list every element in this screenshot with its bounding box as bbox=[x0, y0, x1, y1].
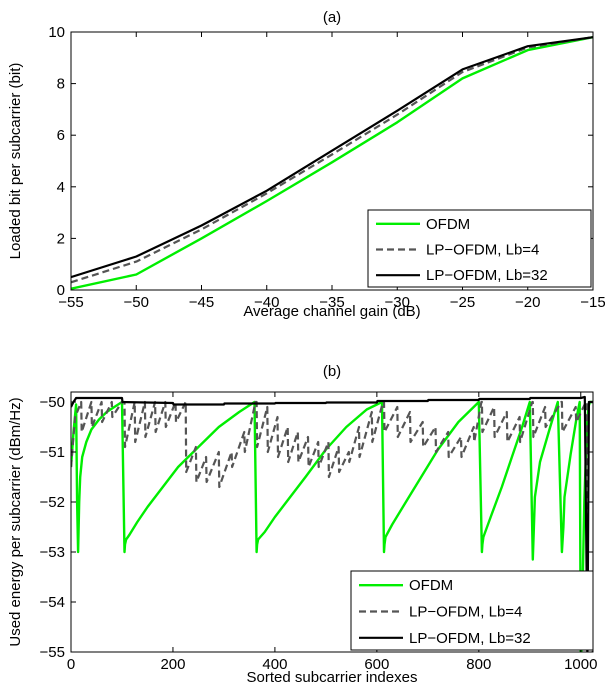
legend-label-1: OFDM bbox=[426, 216, 470, 233]
panel-a: (a) −55 −50 −45 −40 −35 −30 −25 −20 −15 0 2 4 6 8 10 Ave… bbox=[7, 9, 605, 320]
legend-label-3: LP−OFDM, Lb=32 bbox=[426, 267, 548, 284]
y-tick-label: 6 bbox=[57, 127, 65, 144]
x-tick-label: −15 bbox=[580, 294, 605, 311]
y-axis-label: Loaded bit per subcarrier (bit) bbox=[7, 63, 24, 260]
plot-frame bbox=[70, 391, 594, 653]
series-line-3 bbox=[71, 395, 593, 652]
y-tick-label: −52 bbox=[40, 494, 65, 511]
series-line-1 bbox=[71, 36, 593, 290]
y-tick-label: 10 bbox=[48, 24, 65, 41]
x-tick-label: −40 bbox=[254, 294, 279, 311]
y-tick-label: 0 bbox=[57, 282, 65, 299]
legend: OFDM LP−OFDM, Lb=4 LP−OFDM, Lb=32 bbox=[350, 570, 594, 651]
legend-label-1: OFDM bbox=[409, 577, 453, 594]
x-tick-label: −30 bbox=[385, 294, 410, 311]
y-tick-label: 4 bbox=[57, 179, 65, 196]
legend-label-3: LP−OFDM, Lb=32 bbox=[409, 630, 531, 647]
x-tick-label: −20 bbox=[515, 294, 540, 311]
panel-title: (b) bbox=[323, 363, 341, 380]
x-tick-label: −25 bbox=[450, 294, 475, 311]
y-tick-label: 8 bbox=[57, 76, 65, 93]
x-tick-label: 600 bbox=[364, 656, 389, 673]
x-tick-label: 800 bbox=[466, 656, 491, 673]
x-tick-label: −50 bbox=[124, 294, 149, 311]
x-axis-label: Sorted subcarrier indexes bbox=[247, 669, 418, 686]
y-tick-label: 2 bbox=[57, 230, 65, 247]
x-axis-label: Average channel gain (dB) bbox=[243, 303, 420, 320]
legend-label-2: LP−OFDM, Lb=4 bbox=[409, 604, 522, 621]
x-tick-label: 0 bbox=[67, 656, 75, 673]
x-tick-label: −45 bbox=[189, 294, 214, 311]
x-tick-label: −55 bbox=[58, 294, 83, 311]
y-tick-label: −53 bbox=[40, 544, 65, 561]
series-line-3 bbox=[71, 36, 593, 279]
legend: OFDM LP−OFDM, Lb=4 LP−OFDM, Lb=32 bbox=[367, 209, 592, 288]
series-line-2 bbox=[71, 400, 593, 652]
x-tick-label: 1000 bbox=[564, 656, 597, 673]
y-tick-label: −54 bbox=[40, 594, 65, 611]
legend-label-2: LP−OFDM, Lb=4 bbox=[426, 242, 539, 259]
x-tick-label: −35 bbox=[319, 294, 344, 311]
x-tick-label: 200 bbox=[160, 656, 185, 673]
y-tick-label: −50 bbox=[40, 394, 65, 411]
panel-title: (a) bbox=[323, 9, 341, 26]
y-tick-label: −55 bbox=[40, 644, 65, 661]
y-axis-label: Used energy per subcarrier (dBm/Hz) bbox=[7, 397, 24, 646]
x-tick-label: 400 bbox=[262, 656, 287, 673]
y-tick-label: −51 bbox=[40, 444, 65, 461]
panel-b: (b) 0 200 400 600 800 1000 −50 −51 −52 −53 −54 −55 So… bbox=[7, 363, 597, 686]
series-line-2 bbox=[71, 36, 593, 284]
